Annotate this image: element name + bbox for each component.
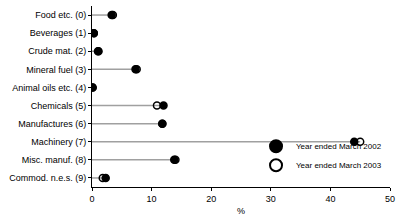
- svg-text:Machinery (7): Machinery (7): [31, 137, 86, 147]
- svg-text:Chemicals (5): Chemicals (5): [31, 101, 87, 111]
- svg-text:Misc. manuf. (8): Misc. manuf. (8): [22, 155, 87, 165]
- svg-text:Food etc. (0): Food etc. (0): [35, 10, 86, 20]
- svg-text:0: 0: [89, 194, 94, 204]
- svg-text:Year ended March 2003: Year ended March 2003: [296, 161, 382, 170]
- svg-text:Commod. n.e.s. (9): Commod. n.e.s. (9): [9, 173, 86, 183]
- svg-text:%: %: [237, 206, 245, 216]
- svg-text:Year ended March 2002: Year ended March 2002: [296, 142, 382, 151]
- svg-text:Mineral fuel (3): Mineral fuel (3): [26, 65, 86, 75]
- svg-text:50: 50: [385, 194, 395, 204]
- svg-text:10: 10: [147, 194, 157, 204]
- svg-text:40: 40: [325, 194, 335, 204]
- svg-text:Animal oils etc. (4): Animal oils etc. (4): [12, 83, 86, 93]
- svg-text:20: 20: [206, 194, 216, 204]
- svg-text:30: 30: [266, 194, 276, 204]
- svg-text:Beverages (1): Beverages (1): [30, 28, 87, 38]
- svg-text:Manufactures (6): Manufactures (6): [18, 119, 86, 129]
- svg-text:Crude mat. (2): Crude mat. (2): [28, 46, 86, 56]
